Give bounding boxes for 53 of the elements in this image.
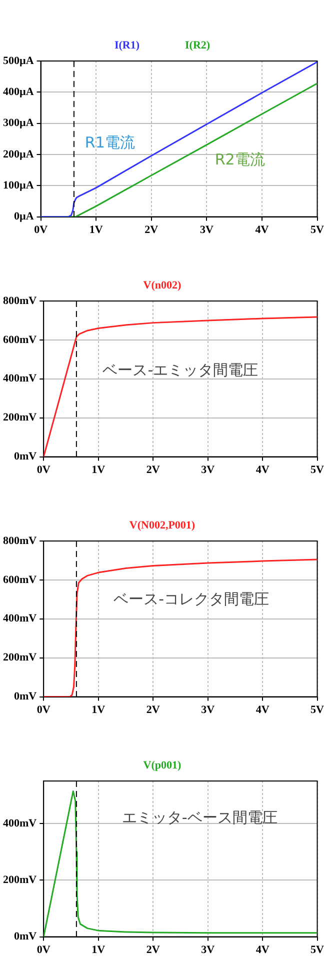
annotation: エミッタ-ベース間電圧	[122, 808, 278, 826]
annotation: ベース-コレクタ間電圧	[114, 590, 270, 608]
x-tick-label: 5V	[310, 464, 324, 476]
x-tick-label: 1V	[92, 464, 106, 476]
x-tick-label: 0V	[36, 704, 50, 716]
x-tick-label: 1V	[92, 704, 106, 716]
x-tick-label: 0V	[34, 224, 48, 236]
y-tick-label: 200mV	[3, 652, 37, 664]
y-tick-label: 500µA	[2, 54, 34, 67]
y-tick-label: 100µA	[2, 179, 34, 192]
x-tick-label: 2V	[146, 464, 160, 476]
text: I(R2)	[185, 39, 210, 52]
x-tick-label: 5V	[310, 704, 324, 716]
x-tick-label: 4V	[256, 464, 270, 476]
x-tick-label: 3V	[201, 464, 215, 476]
x-tick-label: 2V	[144, 224, 158, 236]
x-tick-label: 1V	[89, 224, 103, 236]
x-tick-label: 1V	[92, 944, 106, 956]
y-tick-label: 400mV	[3, 817, 37, 830]
y-tick-label: 200mV	[3, 412, 37, 424]
annotation: R1電流	[84, 133, 135, 152]
y-tick-label: 200mV	[3, 874, 37, 886]
annotation: ベース-エミッタ間電圧	[102, 361, 258, 379]
y-tick-label: 800mV	[3, 294, 37, 307]
x-tick-label: 4V	[256, 944, 270, 956]
x-tick-label: 2V	[146, 944, 160, 956]
text: V(n002)	[143, 279, 182, 292]
y-tick-label: 0mV	[14, 450, 37, 463]
text: I(R1)	[114, 39, 140, 52]
x-tick-label: 3V	[201, 944, 215, 956]
y-tick-label: 600mV	[3, 334, 37, 346]
x-tick-label: 3V	[200, 224, 214, 236]
y-tick-label: 200µA	[2, 148, 34, 160]
x-tick-label: 0V	[36, 464, 50, 476]
x-tick-label: 5V	[310, 224, 324, 236]
y-tick-label: 400mV	[3, 612, 37, 625]
y-tick-label: 0mV	[14, 690, 37, 703]
x-tick-label: 3V	[201, 704, 215, 716]
x-tick-label: 0V	[36, 944, 50, 956]
y-tick-label: 0µA	[14, 210, 34, 223]
y-tick-label: 400µA	[2, 86, 34, 98]
x-tick-label: 4V	[256, 704, 270, 716]
text: V(p001)	[143, 759, 182, 772]
text: V(N002,P001)	[129, 519, 196, 532]
x-tick-label: 2V	[146, 704, 160, 716]
x-tick-label: 4V	[255, 224, 269, 236]
y-tick-label: 0mV	[14, 930, 37, 943]
y-tick-label: 300µA	[2, 117, 34, 130]
y-tick-label: 600mV	[3, 574, 37, 586]
y-tick-label: 800mV	[3, 534, 37, 547]
y-tick-label: 400mV	[3, 372, 37, 385]
x-tick-label: 5V	[310, 944, 324, 956]
annotation: R2電流	[214, 150, 265, 169]
